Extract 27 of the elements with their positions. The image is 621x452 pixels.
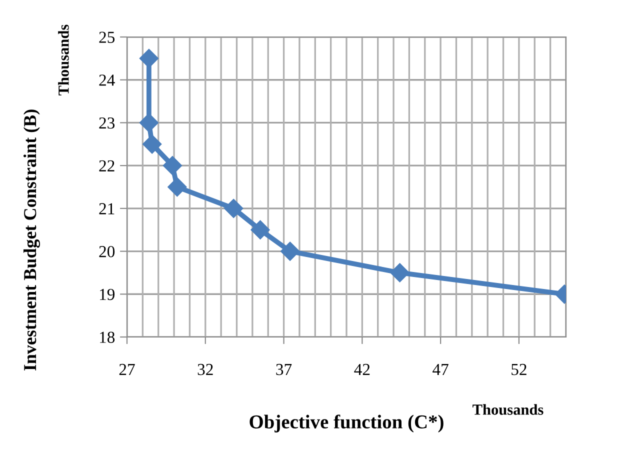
x-tick-label: 32 bbox=[198, 364, 213, 376]
point bbox=[280, 242, 300, 261]
y-tick-label: 22 bbox=[99, 160, 114, 172]
point bbox=[139, 113, 158, 132]
x-tick-label: 27 bbox=[119, 364, 135, 375]
x-tick-label: 47 bbox=[432, 364, 448, 375]
text: Thousands bbox=[472, 404, 544, 415]
point bbox=[250, 220, 270, 240]
point bbox=[139, 48, 158, 68]
point bbox=[224, 198, 244, 218]
x-tick-label: 42 bbox=[354, 364, 370, 375]
y-tick-label: 24 bbox=[99, 74, 115, 86]
y-tick-label: 21 bbox=[99, 203, 114, 214]
y-tick-label: 20 bbox=[99, 246, 115, 258]
y-tick-label: 19 bbox=[100, 288, 115, 300]
y-tick-label: 23 bbox=[99, 117, 115, 129]
x-axis-title: Objective function (C*) bbox=[250, 414, 444, 432]
point bbox=[162, 156, 182, 176]
point bbox=[168, 177, 187, 197]
text: Thousands bbox=[58, 24, 69, 96]
y-tick-label: 18 bbox=[100, 332, 115, 343]
point bbox=[390, 263, 410, 282]
point bbox=[142, 134, 162, 154]
x-tick-label: 37 bbox=[276, 364, 292, 376]
x-tick-label: 52 bbox=[512, 364, 526, 376]
y-axis-title: Investment Budget Constraint (B) bbox=[23, 110, 40, 371]
y-tick-label: 25 bbox=[99, 32, 115, 43]
